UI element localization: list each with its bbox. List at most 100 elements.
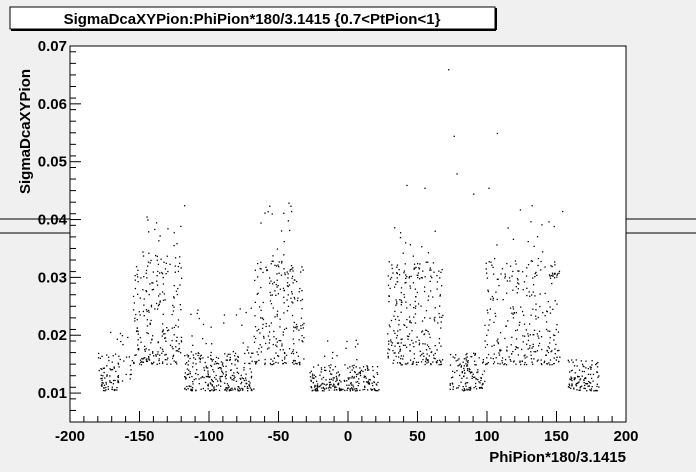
scatter-point [350,382,352,385]
scatter-point [158,303,160,306]
scatter-point [357,343,359,345]
scatter-point [534,272,536,275]
scatter-point [394,352,396,354]
scatter-point [400,311,402,313]
scatter-point [413,263,416,265]
scatter-point [584,387,586,390]
scatter-point [449,383,451,385]
scatter-point [166,255,168,257]
scatter-point [267,211,269,213]
scatter-point [218,389,221,391]
scatter-point [436,349,438,351]
scatter-point [504,337,506,340]
scatter-point [472,373,474,375]
scatter-point [546,363,549,365]
scatter-point [485,262,487,264]
scatter-point [501,360,503,362]
scatter-point [571,385,573,387]
scatter-point [147,332,149,335]
scatter-point [213,371,215,373]
scatter-point [412,362,414,364]
scatter-point [227,388,229,390]
scatter-point [291,277,293,279]
scatter-point [200,388,202,390]
scatter-point [105,383,107,385]
scatter-point [427,331,429,333]
scatter-point [97,357,100,359]
scatter-point [396,281,398,283]
scatter-point [271,294,273,296]
scatter-point [167,357,169,359]
scatter-point [544,292,546,295]
scatter-point [523,355,525,357]
scatter-point [457,359,459,361]
scatter-point [155,354,157,356]
scatter-point [292,302,294,304]
scatter-point [333,383,335,385]
scatter-point [397,330,399,332]
scatter-point [390,276,393,279]
scatter-point [125,356,128,358]
scatter-point [284,358,286,360]
scatter-point [406,276,408,278]
scatter-point [402,252,404,254]
scatter-point [535,315,537,317]
scatter-point [180,336,183,338]
scatter-point [316,389,319,391]
scatter-point [151,339,153,341]
scatter-point [144,357,146,359]
scatter-point [585,377,587,379]
scatter-point [185,378,187,380]
scatter-point [292,282,294,284]
scatter-point [532,284,535,286]
scatter-point [474,352,477,355]
scatter-point [480,387,482,389]
scatter-point [426,329,428,332]
scatter-point [162,361,164,363]
scatter-point [189,357,191,360]
scatter-point [334,385,336,387]
scatter-point [403,324,405,326]
scatter-point [187,355,190,357]
scatter-point [335,386,337,388]
scatter-point [396,264,399,266]
scatter-point [263,335,265,338]
scatter-point [207,370,209,372]
scatter-point [367,381,369,384]
scatter-point [193,357,195,359]
scatter-point [215,389,217,391]
scatter-point [199,358,201,361]
scatter-point [596,383,598,385]
scatter-point [247,390,249,392]
scatter-point [506,280,508,282]
scatter-point [173,296,175,298]
scatter-point [289,268,292,271]
scatter-point [577,376,579,378]
scatter-point [276,248,279,250]
scatter-point [431,277,433,279]
scatter-point [195,363,197,365]
scatter-point [311,377,314,379]
scatter-point [314,385,316,387]
scatter-point [100,374,102,376]
scatter-point [428,355,430,357]
scatter-point [155,302,158,305]
scatter-point [503,363,505,366]
scatter-point [200,354,202,356]
scatter-point [189,371,191,373]
scatter-point [297,355,299,357]
scatter-point [298,339,300,341]
scatter-point [567,359,569,361]
scatter-point [291,291,293,293]
scatter-point [551,265,553,268]
scatter-point [277,355,280,357]
scatter-point [426,344,429,346]
scatter-point [151,289,153,291]
scatter-point [399,299,401,301]
scatter-point [259,344,261,346]
scatter-point [329,386,331,388]
scatter-point [352,389,354,391]
scatter-point [184,355,186,357]
scatter-point [216,362,218,364]
scatter-point [515,338,518,340]
